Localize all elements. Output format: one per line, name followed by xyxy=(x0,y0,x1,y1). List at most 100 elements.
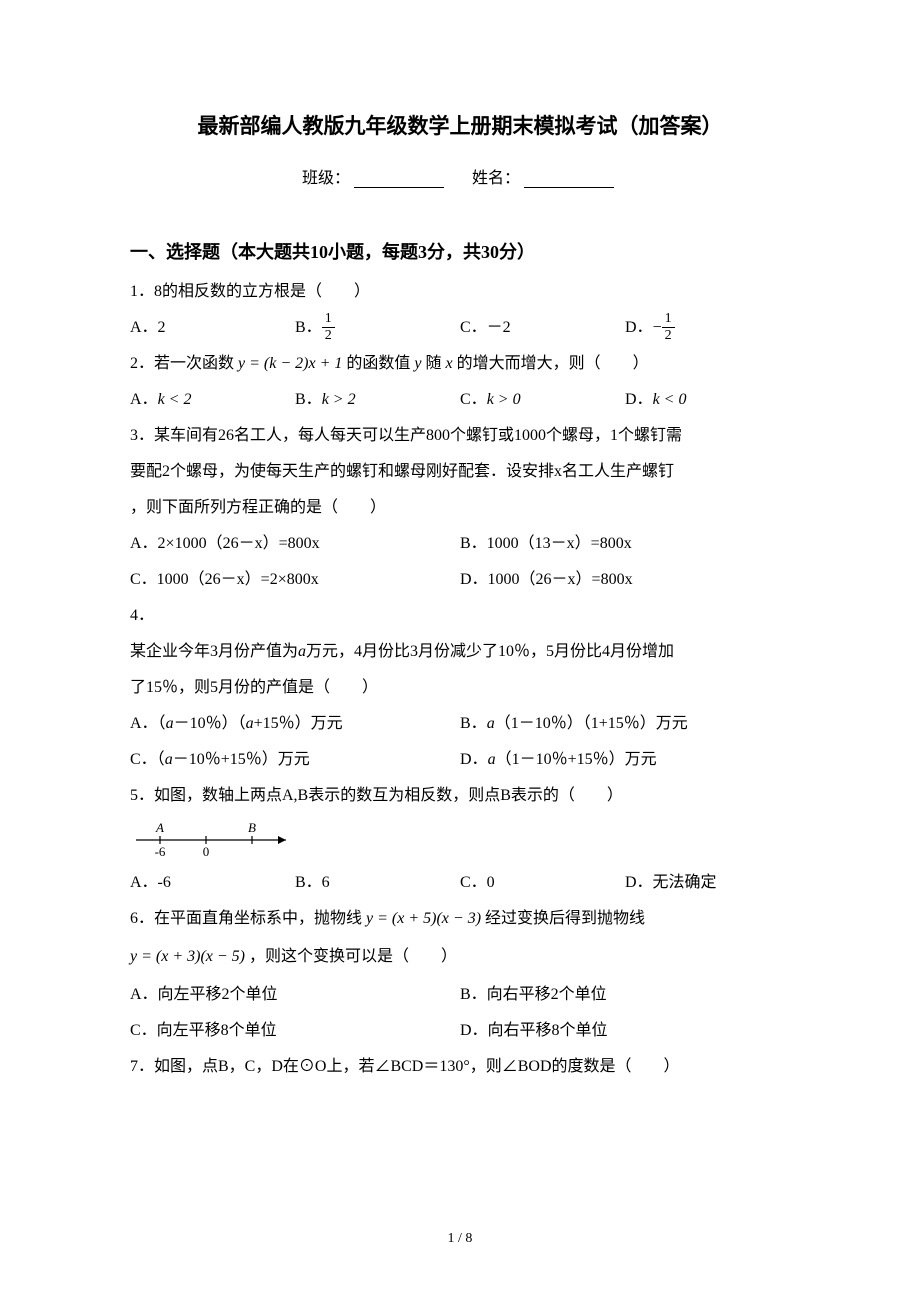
q4-A-pre: A．（ xyxy=(130,715,166,732)
q3-D: D．1000（26－x）=800x xyxy=(460,564,790,596)
q6-expr2: y = (x + 3)(x − 5) xyxy=(130,948,245,965)
q6-line1: 6．在平面直角坐标系中，抛物线 y = (x + 5)(x − 3) 经过变换后… xyxy=(130,903,790,935)
q2-A: A．k < 2 xyxy=(130,384,295,416)
q2-C-pre: C． xyxy=(460,391,487,408)
q2-A-expr: k < 2 xyxy=(158,391,192,408)
q4-line1-post: 万元，4月份比3月份减少了10％，5月份比4月份增加 xyxy=(306,643,674,660)
q2-D-pre: D． xyxy=(625,391,653,408)
q6-B: B．向右平移2个单位 xyxy=(460,979,790,1011)
q6-stem-mid: 经过变换后得到抛物线 xyxy=(481,910,645,927)
section-1-heading: 一、选择题（本大题共10小题，每题3分，共30分） xyxy=(130,238,790,264)
q6-C: C．向左平移8个单位 xyxy=(130,1015,460,1047)
q4-A: A．（a－10％）（a+15％）万元 xyxy=(130,708,460,740)
numline-label-B: B xyxy=(248,820,256,835)
q2-expr1: y = (k − 2)x + 1 xyxy=(238,355,342,372)
q2-B-pre: B． xyxy=(295,391,322,408)
q4-num: 4． xyxy=(130,600,790,632)
q3-B: B．1000（13－x）=800x xyxy=(460,528,790,560)
q4-B: B．a（1－10％）（1+15％）万元 xyxy=(460,708,790,740)
q2-stem: 2．若一次函数 y = (k − 2)x + 1 的函数值 y 随 x 的增大而… xyxy=(130,348,790,380)
name-label: 姓名： xyxy=(472,170,520,187)
class-blank xyxy=(354,187,444,188)
q4-C-pre: C．（ xyxy=(130,751,165,768)
q2-B-expr: k > 2 xyxy=(322,391,356,408)
q2-D-expr: k < 0 xyxy=(653,391,687,408)
q2-C-expr: k > 0 xyxy=(487,391,521,408)
name-blank xyxy=(524,187,614,188)
q1-stem: 1．8的相反数的立方根是（ ） xyxy=(130,276,790,308)
q4-line1-pre: 某企业今年3月份产值为 xyxy=(130,643,298,660)
q1-D: D．−12 xyxy=(625,312,790,344)
q4-A-var2: a xyxy=(246,715,254,732)
q4-options-row2: C．（a－10％+15％）万元 D．a（1－10％+15％）万元 xyxy=(130,744,790,776)
q7-stem: 7．如图，点B，C，D在⊙O上，若∠BCD＝130°，则∠BOD的度数是（ ） xyxy=(130,1051,790,1083)
q4-A-post: +15％）万元 xyxy=(254,715,343,732)
q3-options-row2: C．1000（26－x）=2×800x D．1000（26－x）=800x xyxy=(130,564,790,596)
q5-C: C．0 xyxy=(460,867,625,899)
document-title: 最新部编人教版九年级数学上册期末模拟考试（加答案） xyxy=(130,110,790,140)
q2-stem-post: 的增大而增大，则（ ） xyxy=(453,355,649,372)
q1-B-frac: 12 xyxy=(322,311,335,343)
q2-var-x: x xyxy=(446,355,453,372)
info-line: 班级： 姓名： xyxy=(130,164,790,188)
q4-options-row1: A．（a－10％）（a+15％）万元 B．a（1－10％）（1+15％）万元 xyxy=(130,708,790,740)
class-label: 班级： xyxy=(302,170,350,187)
q3-line1: 3．某车间有26名工人，每人每天可以生产800个螺钉或1000个螺母，1个螺钉需 xyxy=(130,420,790,452)
q5-figure: A B -6 0 xyxy=(130,818,790,865)
q5-A: A．-6 xyxy=(130,867,295,899)
q4-C-var: a xyxy=(165,751,173,768)
q1-B-prefix: B． xyxy=(295,319,322,336)
q6-stem-pre: 6．在平面直角坐标系中，抛物线 xyxy=(130,910,366,927)
q2-stem-pre: 2．若一次函数 xyxy=(130,355,238,372)
q1-B: B．12 xyxy=(295,312,460,344)
numline-tick-neg6: -6 xyxy=(155,844,166,859)
q4-D-var: a xyxy=(488,751,496,768)
q6-options-row2: C．向左平移8个单位 D．向右平移8个单位 xyxy=(130,1015,790,1047)
q4-D-post: （1－10％+15％）万元 xyxy=(496,751,657,768)
q2-mid1: 的函数值 xyxy=(342,355,414,372)
q1-D-frac: 12 xyxy=(662,311,675,343)
number-line-svg: A B -6 0 xyxy=(130,818,300,860)
q3-line2: 要配2个螺母，为使每天生产的螺钉和螺母刚好配套．设安排x名工人生产螺钉 xyxy=(130,456,790,488)
q6-line2-post: ，则这个变换可以是（ ） xyxy=(245,948,457,965)
q5-D: D．无法确定 xyxy=(625,867,790,899)
q2-D: D．k < 0 xyxy=(625,384,790,416)
q3-options-row1: A．2×1000（26－x）=800x B．1000（13－x）=800x xyxy=(130,528,790,560)
q3-C: C．1000（26－x）=2×800x xyxy=(130,564,460,596)
q1-A: A．2 xyxy=(130,312,295,344)
q6-options-row1: A．向左平移2个单位 B．向右平移2个单位 xyxy=(130,979,790,1011)
q6-line2: y = (x + 3)(x − 5) ，则这个变换可以是（ ） xyxy=(130,941,790,973)
q4-B-post: （1－10％）（1+15％）万元 xyxy=(495,715,688,732)
q1-D-prefix: D． xyxy=(625,319,653,336)
q2-C: C．k > 0 xyxy=(460,384,625,416)
q3-line3: ，则下面所列方程正确的是（ ） xyxy=(130,492,790,524)
q6-D: D．向右平移8个单位 xyxy=(460,1015,790,1047)
q1-C: C．－2 xyxy=(460,312,625,344)
page-number: 1 / 8 xyxy=(0,1231,920,1247)
q4-var-a1: a xyxy=(298,643,306,660)
q4-B-pre: B． xyxy=(460,715,487,732)
q5-B: B．6 xyxy=(295,867,460,899)
q4-B-var: a xyxy=(487,715,495,732)
q6-expr1: y = (x + 5)(x − 3) xyxy=(366,910,481,927)
q5-options: A．-6 B．6 C．0 D．无法确定 xyxy=(130,867,790,899)
q4-A-var1: a xyxy=(166,715,174,732)
q1-options: A．2 B．12 C．－2 D．−12 xyxy=(130,312,790,344)
q6-A: A．向左平移2个单位 xyxy=(130,979,460,1011)
q2-var-y: y xyxy=(414,355,421,372)
q4-line1: 某企业今年3月份产值为a万元，4月份比3月份减少了10％，5月份比4月份增加 xyxy=(130,636,790,668)
q4-line2: 了15％，则5月份的产值是（ ） xyxy=(130,672,790,704)
q2-A-pre: A． xyxy=(130,391,158,408)
q4-C: C．（a－10％+15％）万元 xyxy=(130,744,460,776)
numline-tick-0: 0 xyxy=(203,844,210,859)
q5-stem: 5．如图，数轴上两点A,B表示的数互为相反数，则点B表示的（ ） xyxy=(130,780,790,812)
q2-mid2: 随 xyxy=(422,355,446,372)
q4-A-mid: －10％）（ xyxy=(174,715,246,732)
q2-B: B．k > 2 xyxy=(295,384,460,416)
q4-D: D．a（1－10％+15％）万元 xyxy=(460,744,790,776)
q3-A: A．2×1000（26－x）=800x xyxy=(130,528,460,560)
q2-options: A．k < 2 B．k > 2 C．k > 0 D．k < 0 xyxy=(130,384,790,416)
numline-label-A: A xyxy=(155,820,164,835)
q4-D-pre: D． xyxy=(460,751,488,768)
q4-C-post: －10％+15％）万元 xyxy=(173,751,310,768)
